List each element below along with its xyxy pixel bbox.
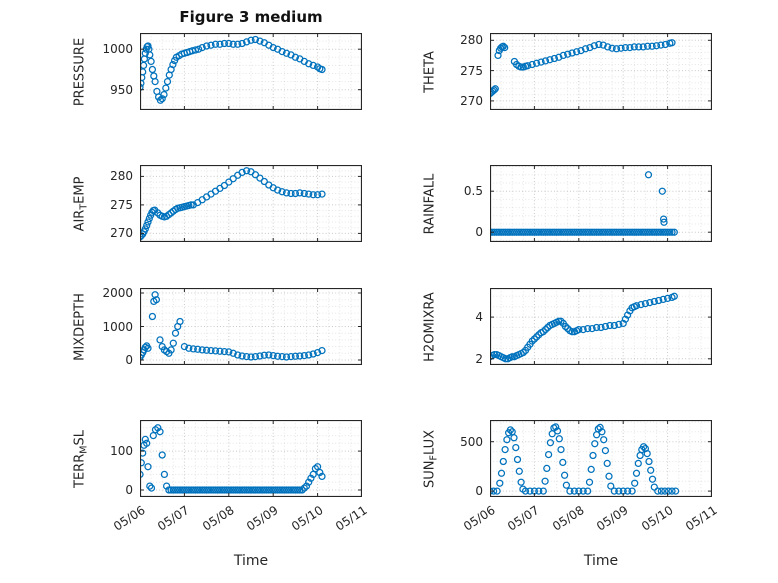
plot-h2omixra [490,288,712,365]
subplot-rainfall: RAINFALL 0 0.5 [423,165,712,242]
plot-air-temp [140,165,362,242]
x-tick-label: 05/06 [460,503,498,534]
scatter-points [140,291,326,361]
axes-border [140,288,362,365]
scatter-points [490,39,676,98]
subplot-terr-msl: TERRMSL 0 100 05/06 05/07 05/08 05/09 05/10 05… [73,420,370,534]
minor-grid [140,420,362,497]
minor-grid [140,165,362,242]
y-axis-label-text: EMP [72,176,88,204]
y-tick-label: 270 [460,93,483,108]
scatter-points [140,35,326,104]
ylabel-air-temp: AIRTEMP [72,176,90,231]
x-tick-label: 05/07 [155,503,193,534]
xlabel-time-left: Time [233,553,269,569]
y-axis-label-subscript: M [78,445,90,454]
scatter-points [140,167,326,241]
scatter-points [490,292,678,363]
ylabel-mixdepth: MIXDEPTH [73,293,88,361]
x-tick-label: 05/11 [332,503,370,534]
plot-sun-flux [490,420,712,497]
plot-pressure [140,33,362,110]
y-axis-label-text: AIR [72,209,88,231]
y-axis-label-text: PRESSURE [72,37,88,106]
y-axis-label-text: LUX [422,429,438,455]
minor-grid [490,33,712,110]
y-axis-label-subscript: F [428,454,440,460]
y-axis-label-text: THETA [422,50,438,93]
minor-grid [490,420,712,497]
ylabel-h2omixra: H2OMIXRA [423,292,438,362]
plot-rainfall [490,165,712,242]
scatter-points [490,423,680,495]
axes-border [490,165,712,242]
major-grid [490,420,712,497]
y-axis-label-text: RAINFALL [422,173,438,234]
x-tick-label: 05/08 [549,503,587,534]
subplot-mixdepth: MIXDEPTH 0 1000 2000 [73,286,362,367]
y-axis-label-text: MIXDEPTH [72,292,88,361]
xtick-labels-right: 05/06 05/07 05/08 05/09 05/10 05/11 [461,503,720,555]
x-tick-label: 05/10 [288,503,326,534]
y-axis-label-subscript: T [78,203,90,210]
subplot-theta: THETA 270 275 280 [423,33,712,110]
y-tick-label: 280 [460,33,483,48]
axes-border [140,165,362,242]
y-axis-label-text: SUN [422,460,438,488]
plot-mixdepth [140,288,362,365]
x-tick-label: 05/09 [244,503,281,534]
x-tick-label: 05/07 [505,503,543,534]
x-tick-label: 05/08 [199,503,237,534]
x-tick-label: 05/06 [110,503,148,534]
figure-title: Figure 3 medium [179,8,323,26]
subplot-air-temp: AIRTEMP 270 275 280 [73,165,362,242]
x-tick-label: 05/10 [638,503,676,534]
x-tick-label: 05/11 [682,503,720,534]
axes-border [140,420,362,497]
ylabel-pressure: PRESSURE [73,37,88,105]
ylabel-sun-flux: SUNFLUX [422,429,440,488]
ylabel-rainfall: RAINFALL [423,173,438,234]
subplot-sun-flux: SUNFLUX 0 500 05/06 05/07 05/08 05/09 05/10 05… [423,420,720,534]
x-tick-label: 05/09 [594,503,631,534]
subplot-pressure: PRESSURE 950 1000 [73,33,362,110]
plot-terr-msl [140,420,362,497]
major-grid [140,420,362,497]
scatter-points [490,171,678,236]
minor-grid [490,288,712,365]
y-axis-label-text: H2OMIXRA [422,291,438,362]
axes-border [140,33,362,110]
axes-border [490,33,712,110]
xtick-labels-left: 05/06 05/07 05/08 05/09 05/10 05/11 [111,503,370,555]
axes-border [490,288,712,365]
y-axis-label-text: TERR [72,453,88,488]
plot-theta [490,33,712,110]
ylabel-terr-msl: TERRMSL [72,429,90,488]
y-axis-label-text: SL [72,429,88,446]
axes-border [490,420,712,497]
xlabel-time-right: Time [583,553,619,569]
ylabel-theta: THETA [423,51,438,93]
